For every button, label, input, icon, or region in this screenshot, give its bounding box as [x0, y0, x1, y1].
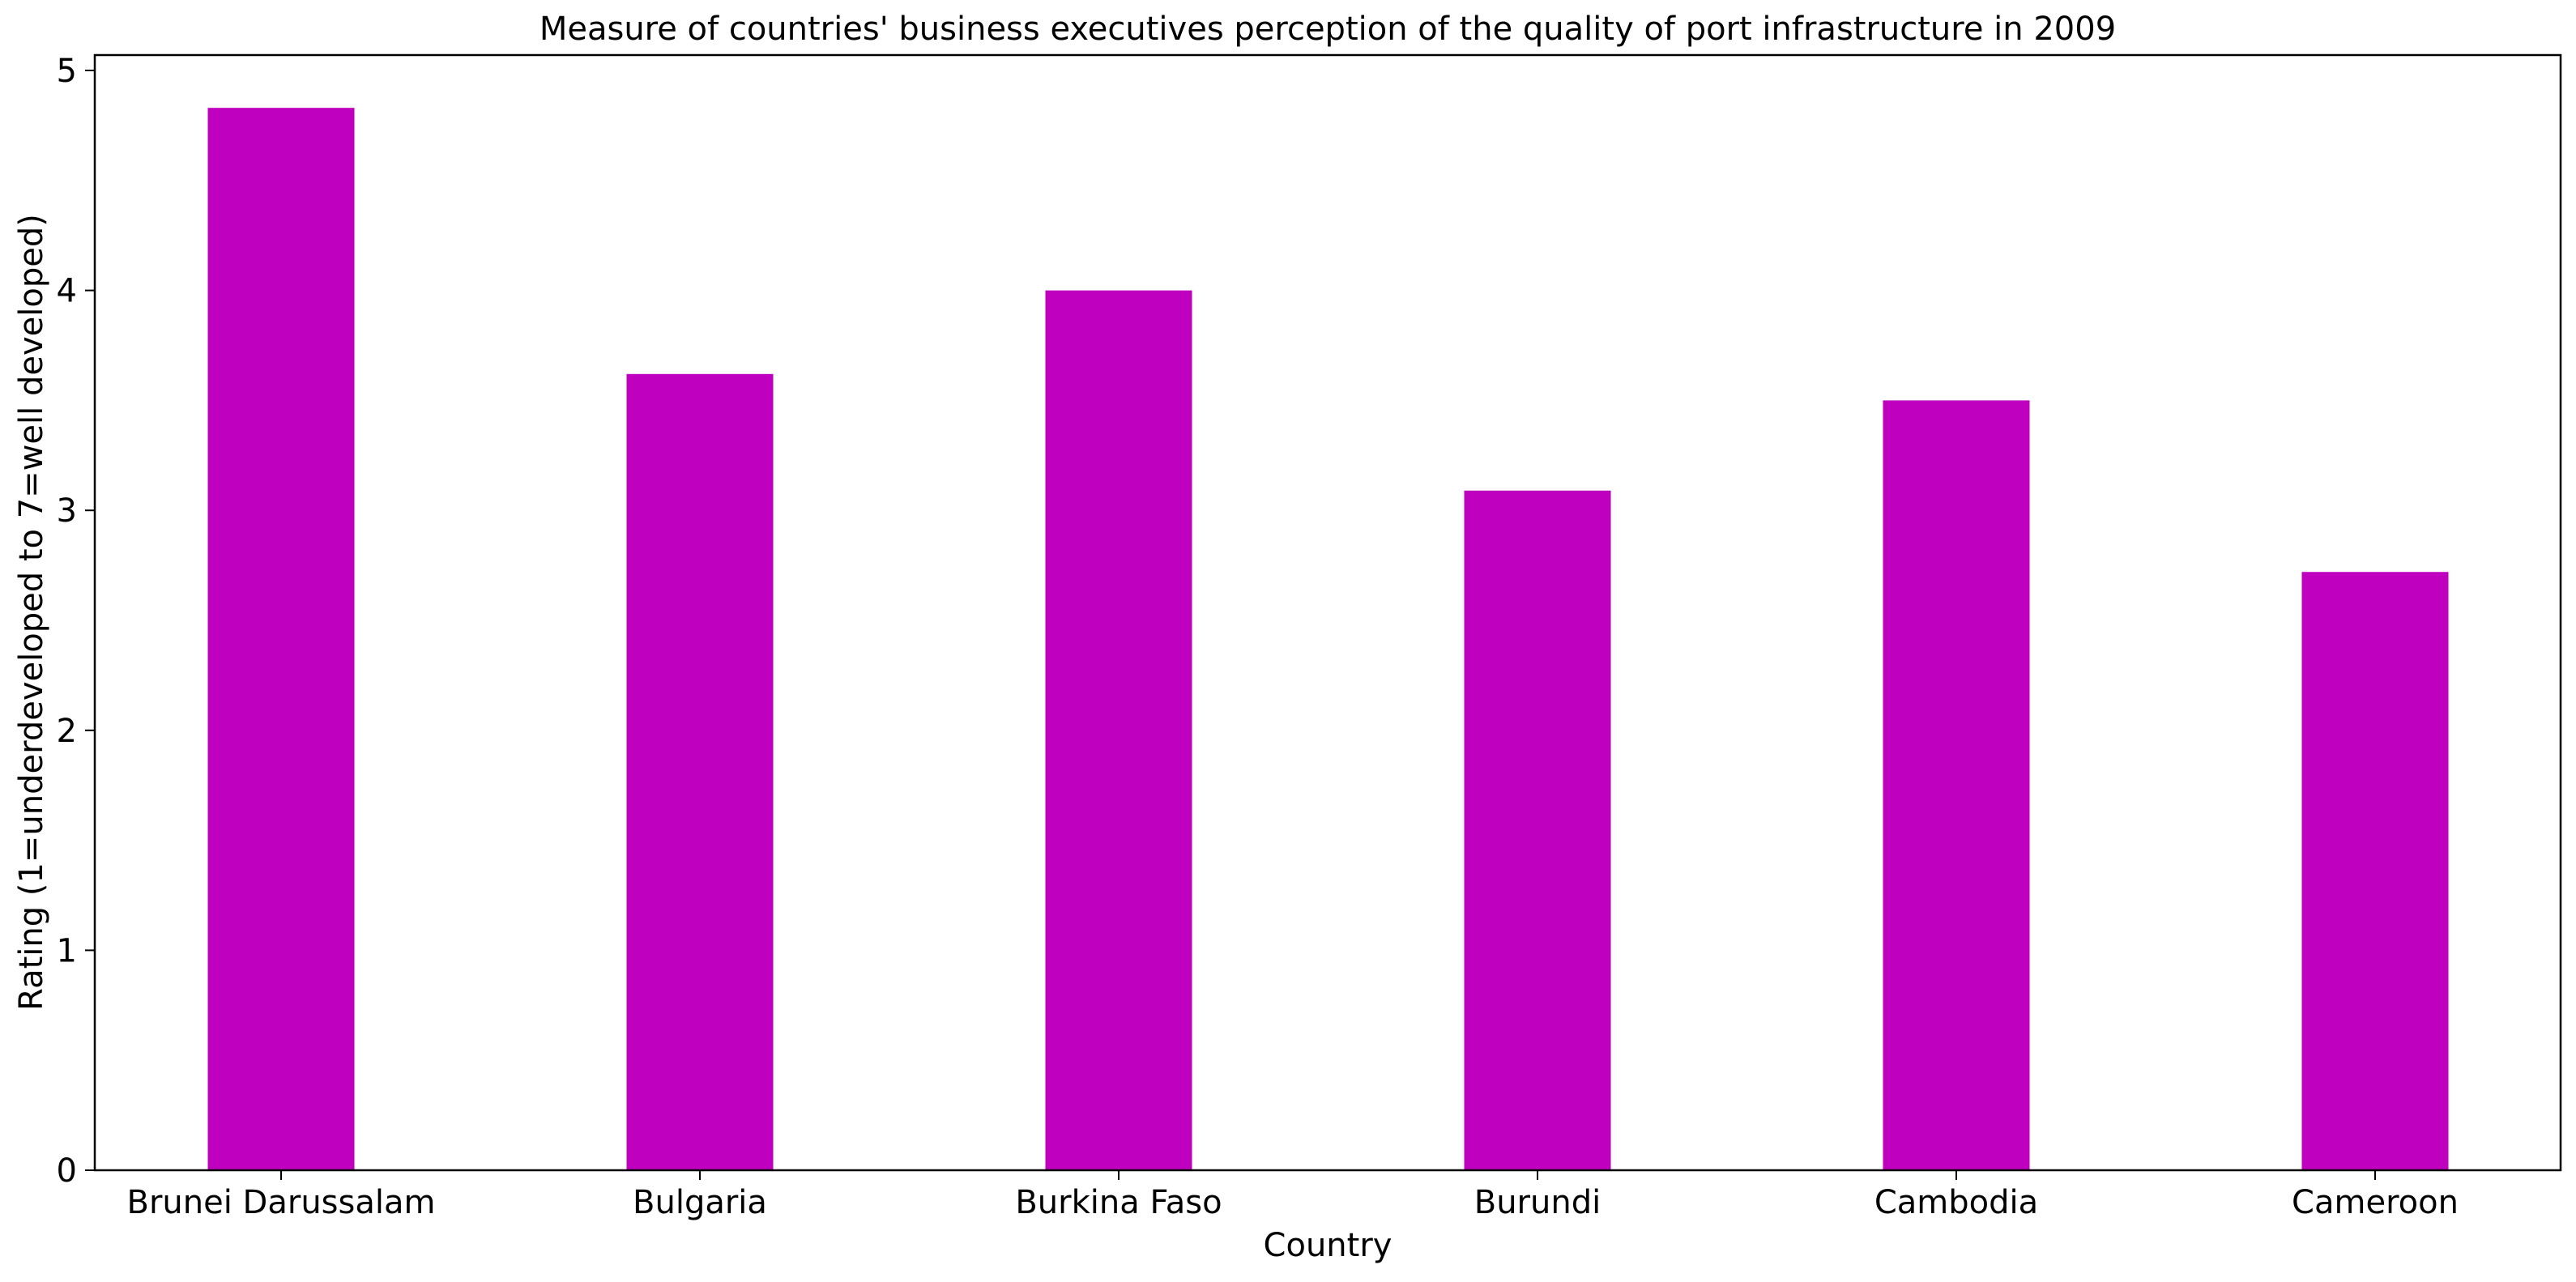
y-tick-label: 2	[57, 713, 77, 750]
bar	[1464, 490, 1611, 1170]
bar	[1045, 290, 1192, 1170]
y-axis-label: Rating (1=underdeveloped to 7=well devel…	[13, 214, 50, 1011]
x-tick-label: Brunei Darussalam	[127, 1184, 436, 1221]
y-axis-ticks: 0 1 2 3 4 5	[57, 53, 95, 1190]
x-tick-label: Burkina Faso	[1015, 1184, 1222, 1221]
x-tick-label: Burundi	[1474, 1184, 1601, 1221]
x-tick-label: Cambodia	[1874, 1184, 2038, 1221]
bar	[2301, 572, 2449, 1170]
bars-layer	[207, 108, 2449, 1171]
y-tick-label: 3	[57, 492, 77, 530]
chart-title: Measure of countries' business executive…	[540, 11, 2116, 48]
x-tick-label: Cameroon	[2292, 1184, 2459, 1221]
y-tick-label: 4	[57, 273, 77, 310]
bar	[207, 108, 355, 1170]
x-axis-ticks: Brunei Darussalam Bulgaria Burkina Faso Bur…	[127, 1170, 2459, 1221]
y-tick-label: 0	[57, 1152, 77, 1190]
y-tick-label: 5	[57, 53, 77, 90]
x-tick-label: Bulgaria	[633, 1184, 767, 1221]
y-tick-label: 1	[57, 932, 77, 969]
bar	[626, 373, 774, 1171]
x-axis-label: Country	[1264, 1227, 1392, 1264]
bar	[1883, 400, 2030, 1170]
plot-frame	[93, 53, 2562, 1172]
